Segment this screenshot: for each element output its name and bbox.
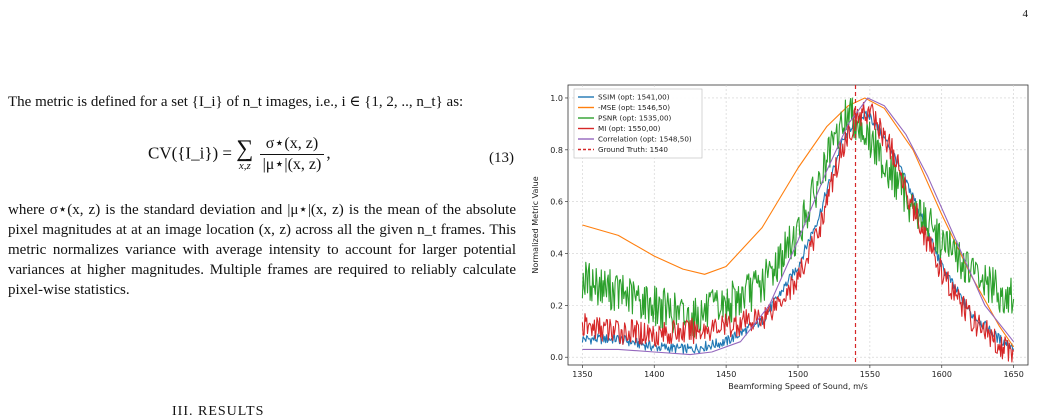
y-tick-label: 1.0 <box>550 94 563 103</box>
series-line-2 <box>582 97 1015 348</box>
summation: ∑ x,z <box>236 135 254 172</box>
y-axis-label: Normalized Metric Value <box>531 176 540 273</box>
legend-entry: PSNR (opt: 1535,00) <box>598 114 672 123</box>
equation-body: CV({I_i}) = ∑ x,z σ⋆(x, z) |μ⋆|(x, z) , <box>148 134 331 175</box>
equation-13: CV({I_i}) = ∑ x,z σ⋆(x, z) |μ⋆|(x, z) , … <box>8 124 516 194</box>
series-line-5 <box>582 97 1015 356</box>
x-tick-label: 1650 <box>1003 370 1023 379</box>
equation-tail: , <box>326 143 331 163</box>
y-tick-label: 0.2 <box>550 301 563 310</box>
text-column: The metric is defined for a set {I_i} of… <box>8 92 516 300</box>
body-paragraph: where σ⋆(x, z) is the standard deviation… <box>8 202 516 298</box>
equation-number: (13) <box>489 150 514 166</box>
fraction-denominator: |μ⋆|(x, z) <box>262 156 322 173</box>
y-tick-label: 0.8 <box>550 146 563 155</box>
x-tick-label: 1450 <box>716 370 736 379</box>
fraction: σ⋆(x, z) |μ⋆|(x, z) <box>259 134 325 175</box>
legend-entry: Correlation (opt: 1548,50) <box>598 135 692 144</box>
figure: 1350 1400 1450 1500 1550 1600 1650 0.0 0.2 0.4 0.6… <box>524 80 1034 400</box>
legend-box <box>573 88 703 159</box>
equation-lhs: CV({I_i}) = <box>148 143 232 163</box>
legend-entry: Ground Truth: 1540 <box>598 145 668 154</box>
x-axis-label: Beamforming Speed of Sound, m/s <box>728 382 867 391</box>
x-tick-label: 1550 <box>860 370 880 379</box>
section-heading: III. RESULTS <box>172 404 265 419</box>
x-tick-label: 1350 <box>572 370 592 379</box>
fraction-numerator: σ⋆(x, z) <box>259 134 325 155</box>
intro-paragraph: The metric is defined for a set {I_i} of… <box>8 94 464 110</box>
y-tick-label: 0.0 <box>550 353 563 362</box>
x-tick-label: 1400 <box>644 370 664 379</box>
metric-chart: 1350 1400 1450 1500 1550 1600 1650 0.0 0.2 0.4 0.6… <box>531 84 1029 391</box>
legend-entry: MI (opt: 1550,00) <box>598 124 661 133</box>
summation-symbol: ∑ <box>236 135 254 162</box>
page-number: 4 <box>1022 8 1029 20</box>
legend-entry: -MSE (opt: 1546,50) <box>598 103 670 112</box>
legend-entry: SSIM (opt: 1541,00) <box>598 93 670 102</box>
series-line-4 <box>581 101 1015 363</box>
series-line-3 <box>581 97 1015 338</box>
y-tick-label: 0.6 <box>550 198 563 207</box>
x-tick-label: 1600 <box>932 370 952 379</box>
x-tick-label: 1500 <box>788 370 808 379</box>
summation-subscript: x,z <box>238 159 251 172</box>
y-tick-label: 0.4 <box>550 250 563 259</box>
